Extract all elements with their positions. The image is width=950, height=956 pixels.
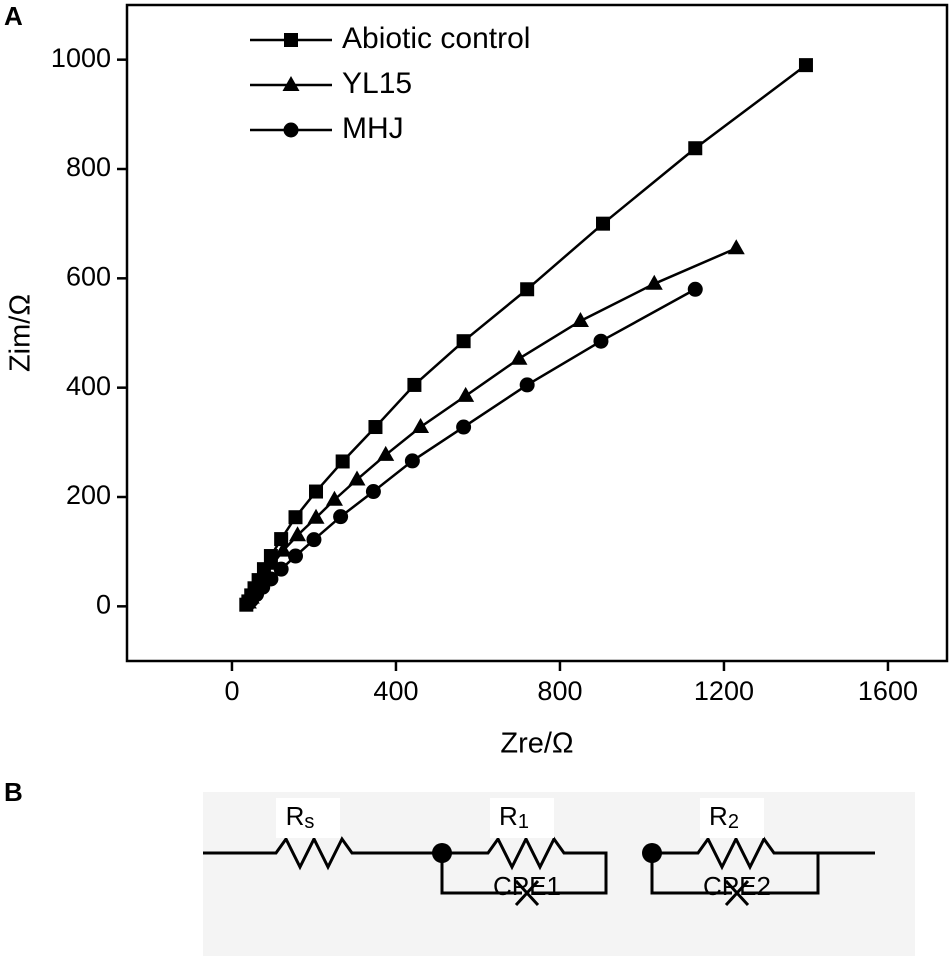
cpe-symbol: [710, 879, 760, 907]
panel-label: B: [4, 777, 23, 807]
resistor-label: R2: [709, 801, 739, 833]
resistor-symbol: R: [286, 801, 305, 831]
y-tick-label: 1000: [51, 43, 111, 73]
marker: [348, 470, 366, 486]
resistor-symbol: R: [499, 801, 518, 831]
marker: [688, 141, 703, 156]
marker: [309, 484, 324, 499]
marker: [333, 509, 349, 525]
marker: [510, 349, 528, 365]
legend-label: Abiotic control: [342, 22, 530, 55]
marker: [288, 510, 303, 525]
wire: [203, 835, 875, 895]
marker: [404, 453, 420, 469]
node: [432, 843, 452, 863]
marker: [288, 548, 304, 564]
cpe-symbol: [500, 879, 550, 907]
y-tick-label: 600: [66, 261, 111, 291]
cpe-label: CPE2: [703, 871, 771, 901]
x-tick-label: 0: [224, 676, 239, 706]
marker: [307, 508, 325, 524]
x-tick-label: 1200: [694, 676, 754, 706]
plot-frame: [125, 3, 949, 663]
marker: [520, 282, 535, 297]
legend-label: YL15: [342, 67, 412, 100]
marker: [407, 377, 422, 392]
marker: [274, 532, 289, 547]
marker: [289, 526, 307, 542]
x-tick-label: 1600: [858, 676, 918, 706]
y-tick-label: 200: [66, 480, 111, 510]
resistor-label: R1: [499, 801, 529, 833]
label-background: [700, 798, 764, 838]
x-tick-label: 800: [537, 676, 582, 706]
resistor-subscript: s: [304, 811, 314, 833]
panel-label: A: [4, 1, 23, 31]
y-tick-label: 0: [96, 589, 111, 619]
marker: [727, 239, 745, 255]
marker: [273, 561, 289, 577]
marker: [456, 419, 472, 435]
label-background: [276, 798, 340, 838]
marker: [645, 274, 663, 290]
marker: [412, 418, 430, 434]
marker: [365, 484, 381, 500]
resistor-subscript: 2: [728, 811, 739, 833]
label-background: [490, 798, 554, 838]
marker: [274, 541, 292, 557]
marker: [457, 386, 475, 402]
legend-marker: [283, 122, 299, 138]
resistor-label: Rs: [286, 801, 315, 833]
resistor-symbol: R: [709, 801, 728, 831]
y-tick-label: 400: [66, 371, 111, 401]
series-line: [247, 247, 737, 604]
legend-label: MHJ: [342, 112, 404, 145]
x-tick-label: 400: [373, 676, 418, 706]
marker: [377, 445, 395, 461]
marker: [798, 58, 813, 73]
marker: [240, 596, 256, 612]
legend-marker: [282, 76, 300, 91]
y-axis-label: Zim/Ω: [5, 294, 37, 372]
series-line: [247, 288, 696, 605]
resistor-subscript: 1: [518, 811, 529, 833]
series-line: [245, 64, 807, 606]
marker: [306, 532, 322, 548]
marker: [519, 377, 535, 393]
marker: [456, 334, 471, 349]
marker: [335, 454, 350, 469]
cpe-label: CPE1: [493, 871, 561, 901]
marker: [596, 216, 611, 231]
marker: [325, 490, 343, 506]
node: [642, 843, 662, 863]
marker: [593, 333, 609, 349]
marker: [687, 281, 703, 297]
legend-marker: [284, 33, 298, 47]
y-tick-label: 800: [66, 152, 111, 182]
marker: [368, 420, 383, 435]
x-axis-label: Zre/Ω: [500, 728, 573, 760]
marker: [571, 311, 589, 327]
